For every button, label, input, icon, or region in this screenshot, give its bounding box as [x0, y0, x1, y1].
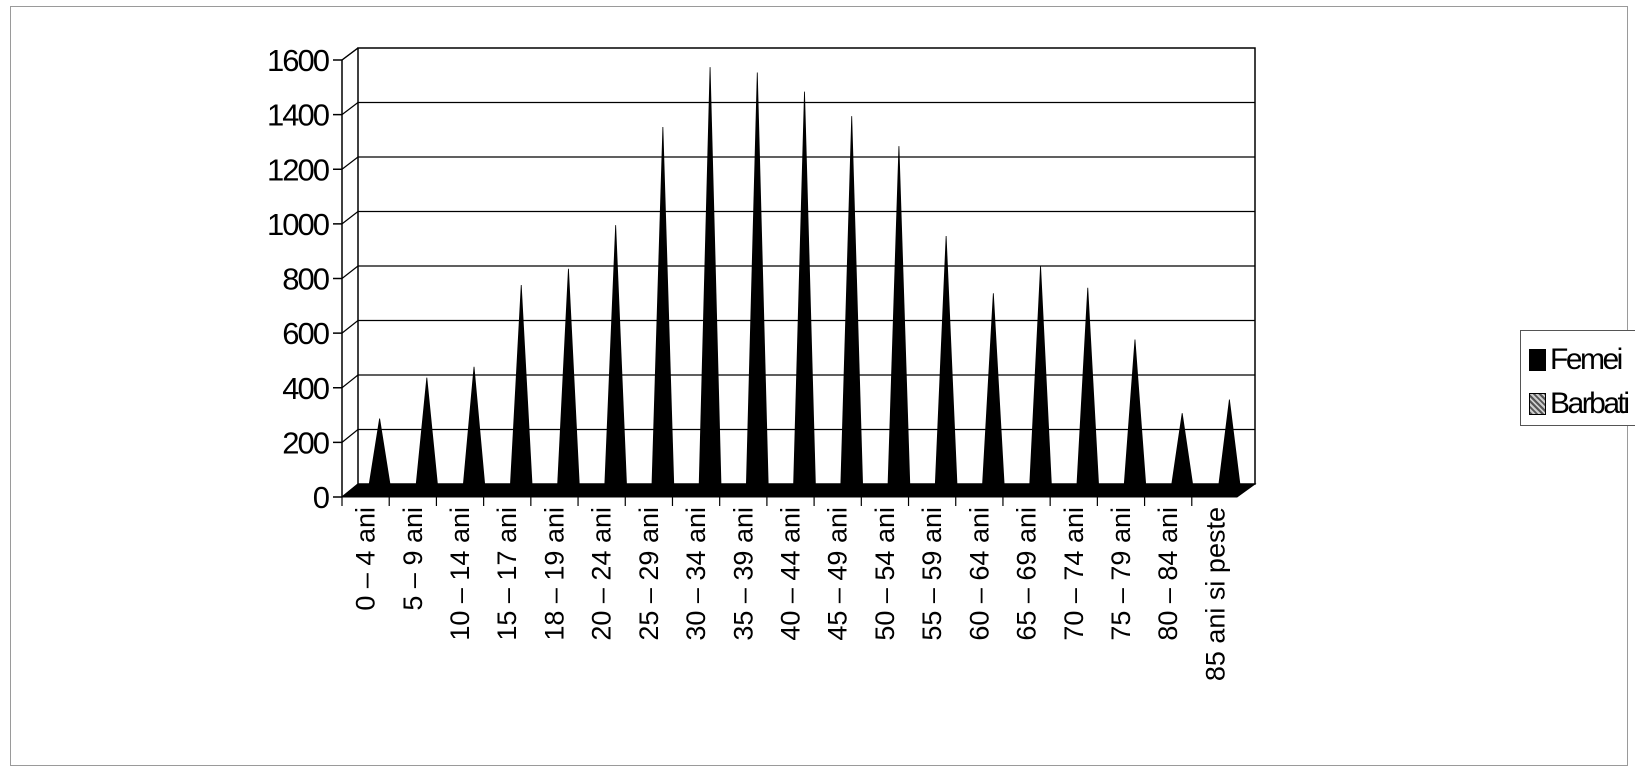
gridline-side — [341, 320, 359, 334]
x-tick-label: 15 – 17 ani — [492, 507, 522, 641]
bar-18 — [1170, 413, 1194, 489]
side-wall-top — [341, 47, 359, 61]
x-tick-label: 5 – 9 ani — [398, 507, 428, 611]
bar-5 — [557, 268, 580, 489]
x-tick-label: 25 – 29 ani — [634, 507, 664, 641]
x-tick-label: 40 – 44 ani — [776, 507, 806, 641]
x-tick-label: 80 – 84 ani — [1153, 507, 1183, 641]
bar-8 — [698, 67, 722, 489]
gridline-side — [341, 265, 359, 279]
y-tick-label: 600 — [282, 316, 329, 351]
x-tick-label: 85 ani si peste — [1200, 507, 1230, 681]
bar-14 — [981, 293, 1005, 489]
bar-6 — [604, 225, 628, 489]
x-tick-label: 60 – 64 ani — [964, 507, 994, 641]
bar-12 — [887, 146, 911, 489]
bar-15 — [1029, 265, 1052, 489]
gridline-side — [341, 211, 359, 225]
y-tick-label: 1400 — [267, 98, 330, 133]
bar-7 — [651, 127, 675, 489]
x-tick-label: 10 – 14 ani — [445, 507, 475, 641]
bar-4 — [509, 285, 533, 489]
x-tick-label: 50 – 54 ani — [870, 507, 900, 641]
y-tick-label: 0 — [313, 480, 330, 515]
y-tick-label: 1200 — [267, 152, 330, 187]
y-tick-label: 1000 — [267, 207, 330, 242]
bar-1 — [368, 418, 392, 489]
y-tick-label: 400 — [282, 371, 329, 406]
x-tick-label: 35 – 39 ani — [728, 507, 758, 641]
x-tick-label: 55 – 59 ani — [917, 507, 947, 641]
bar-10 — [793, 91, 816, 489]
legend-label-femei: Femei — [1550, 343, 1623, 376]
bar-19 — [1217, 399, 1241, 489]
bar-13 — [934, 236, 958, 489]
bar-9 — [745, 72, 769, 489]
x-tick-labels: 0 – 4 ani 5 – 9 ani 10 – 14 ani 15 – 17 ani… — [351, 507, 1231, 681]
x-tick-label: 0 – 4 ani — [351, 507, 381, 611]
x-tick-label: 30 – 34 ani — [681, 507, 711, 641]
gridline-side — [341, 156, 359, 170]
x-tick-label: 45 – 49 ani — [823, 507, 853, 641]
bar-3 — [462, 366, 486, 489]
y-tick-label: 1600 — [267, 43, 330, 78]
y-tick-label: 200 — [282, 425, 329, 460]
legend-label-barbati: Barbati — [1550, 387, 1630, 420]
bar-16 — [1076, 287, 1100, 489]
legend-item-barbati: Barbati — [1529, 387, 1630, 421]
gridline-side — [341, 429, 359, 443]
x-tick-label: 18 – 19 ani — [539, 507, 569, 641]
x-tick-label: 75 – 79 ani — [1106, 507, 1136, 641]
x-tick-label: 20 – 24 ani — [587, 507, 617, 641]
y-tick-labels: 0 200 400 600 800 1000 1200 1400 1600 — [267, 43, 332, 515]
x-tick-label: 70 – 74 ani — [1059, 507, 1089, 641]
gridline-side — [341, 102, 359, 116]
legend-item-femei: Femei — [1529, 343, 1623, 377]
y-tick-label: 800 — [282, 262, 329, 297]
bar-17 — [1123, 339, 1147, 489]
legend-swatch-barbati — [1529, 393, 1546, 415]
bar-2 — [415, 377, 439, 489]
bars — [368, 67, 1241, 489]
x-tick-label: 65 – 69 ani — [1012, 507, 1042, 641]
legend: Femei Barbati — [1520, 330, 1635, 426]
gridline-side — [341, 374, 359, 389]
legend-swatch-femei — [1529, 349, 1546, 371]
bar-11 — [840, 116, 864, 489]
